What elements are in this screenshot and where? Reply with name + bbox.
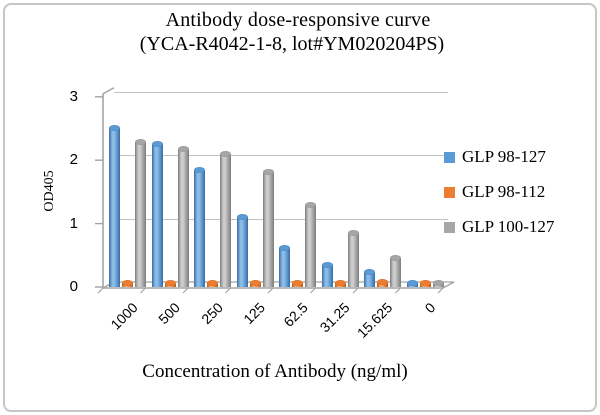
x-tick: [310, 287, 316, 294]
bar-glp-98-112-31.25: [335, 280, 346, 287]
x-tick: [140, 287, 146, 294]
gridline-y3: [114, 92, 448, 93]
y-tick-label: 0: [69, 278, 78, 295]
bar-top-cap: [165, 280, 176, 286]
bar-top-cap: [263, 169, 274, 175]
legend-item-2: GLP 98-112: [444, 182, 545, 202]
bar-glp-100-127-0: [433, 280, 444, 287]
bar-top-cap: [420, 280, 431, 286]
bar-glp-98-127-500: [152, 141, 163, 287]
bar-top-cap: [348, 230, 359, 236]
chart-title: Antibody dose-responsive curve: [165, 9, 431, 31]
bar-top-cap: [305, 202, 316, 208]
bar-glp-98-112-1000: [122, 280, 133, 287]
bar-glp-98-127-250: [194, 167, 205, 287]
legend-item-1: GLP 98-127: [444, 147, 546, 167]
bar-glp-98-112-250: [207, 280, 218, 287]
bar-top-cap: [279, 245, 290, 251]
x-tick: [182, 287, 189, 294]
bar-glp-100-127-250: [220, 151, 231, 287]
bar-top-cap: [407, 280, 418, 286]
bar-top-cap: [237, 214, 248, 220]
x-tick: [97, 287, 104, 294]
bar-top-cap: [335, 280, 346, 286]
bar-glp-98-127-31.25: [322, 262, 333, 287]
wall-top-corner: [102, 87, 115, 95]
x-tick: [395, 287, 401, 294]
bar-glp-98-127-62.5: [279, 245, 290, 287]
chart-subtitle: (YCA-R4042-1-8, lot#YM020204PS): [139, 33, 445, 55]
x-tick: [267, 287, 274, 294]
legend-swatch: [444, 186, 455, 198]
bar-top-cap: [364, 269, 375, 275]
bar-glp-98-127-15.625: [364, 269, 375, 287]
x-tick: [225, 287, 231, 294]
bar-top-cap: [207, 280, 218, 286]
bar-top-cap: [152, 141, 163, 147]
gridline-y1: [114, 219, 448, 220]
bar-top-cap: [292, 280, 303, 286]
x-tick: [352, 287, 359, 294]
legend-item-3: GLP 100-127: [444, 217, 554, 237]
bar-top-cap: [433, 280, 444, 286]
bar-top-cap: [178, 146, 189, 152]
bar-top-cap: [250, 280, 261, 286]
legend-swatch: [444, 221, 455, 233]
bar-glp-100-127-500: [178, 146, 189, 287]
legend-label: GLP 98-112: [462, 182, 546, 201]
bar-glp-100-127-31.25: [348, 230, 359, 287]
y-tick-label: 3: [69, 88, 78, 105]
x-tick: [437, 287, 444, 294]
bar-top-cap: [194, 167, 205, 173]
bar-top-cap: [377, 279, 388, 285]
bar-glp-100-127-62.5: [305, 202, 316, 287]
legend-label: GLP 100-127: [462, 217, 555, 236]
legend-swatch: [444, 151, 455, 163]
bar-glp-100-127-1000: [135, 139, 146, 287]
bar-glp-98-127-125: [237, 214, 248, 287]
bar-glp-100-127-15.625: [390, 255, 401, 287]
bar-top-cap: [390, 255, 401, 261]
bar-glp-98-112-62.5: [292, 280, 303, 287]
y-tick-label: 2: [69, 151, 78, 168]
bar-top-cap: [135, 139, 146, 145]
bar-top-cap: [322, 262, 333, 268]
bar-glp-98-112-0: [420, 280, 431, 287]
bar-glp-98-112-15.625: [377, 279, 388, 287]
x-axis-title: Concentration of Antibody (ng/ml): [142, 361, 408, 382]
bar-top-cap: [109, 125, 120, 131]
legend-label: GLP 98-127: [462, 147, 546, 166]
bar-glp-100-127-125: [263, 169, 274, 287]
bar-glp-98-127-1000: [109, 125, 120, 287]
gridline-y2: [114, 155, 448, 156]
bar-top-cap: [220, 151, 231, 157]
bar-glp-98-127-0: [407, 280, 418, 287]
bar-top-cap: [122, 280, 133, 286]
y-tick-label: 1: [69, 215, 78, 232]
bar-glp-98-112-500: [165, 280, 176, 287]
floor-right-corner: [442, 281, 455, 289]
bar-glp-98-112-125: [250, 280, 261, 287]
